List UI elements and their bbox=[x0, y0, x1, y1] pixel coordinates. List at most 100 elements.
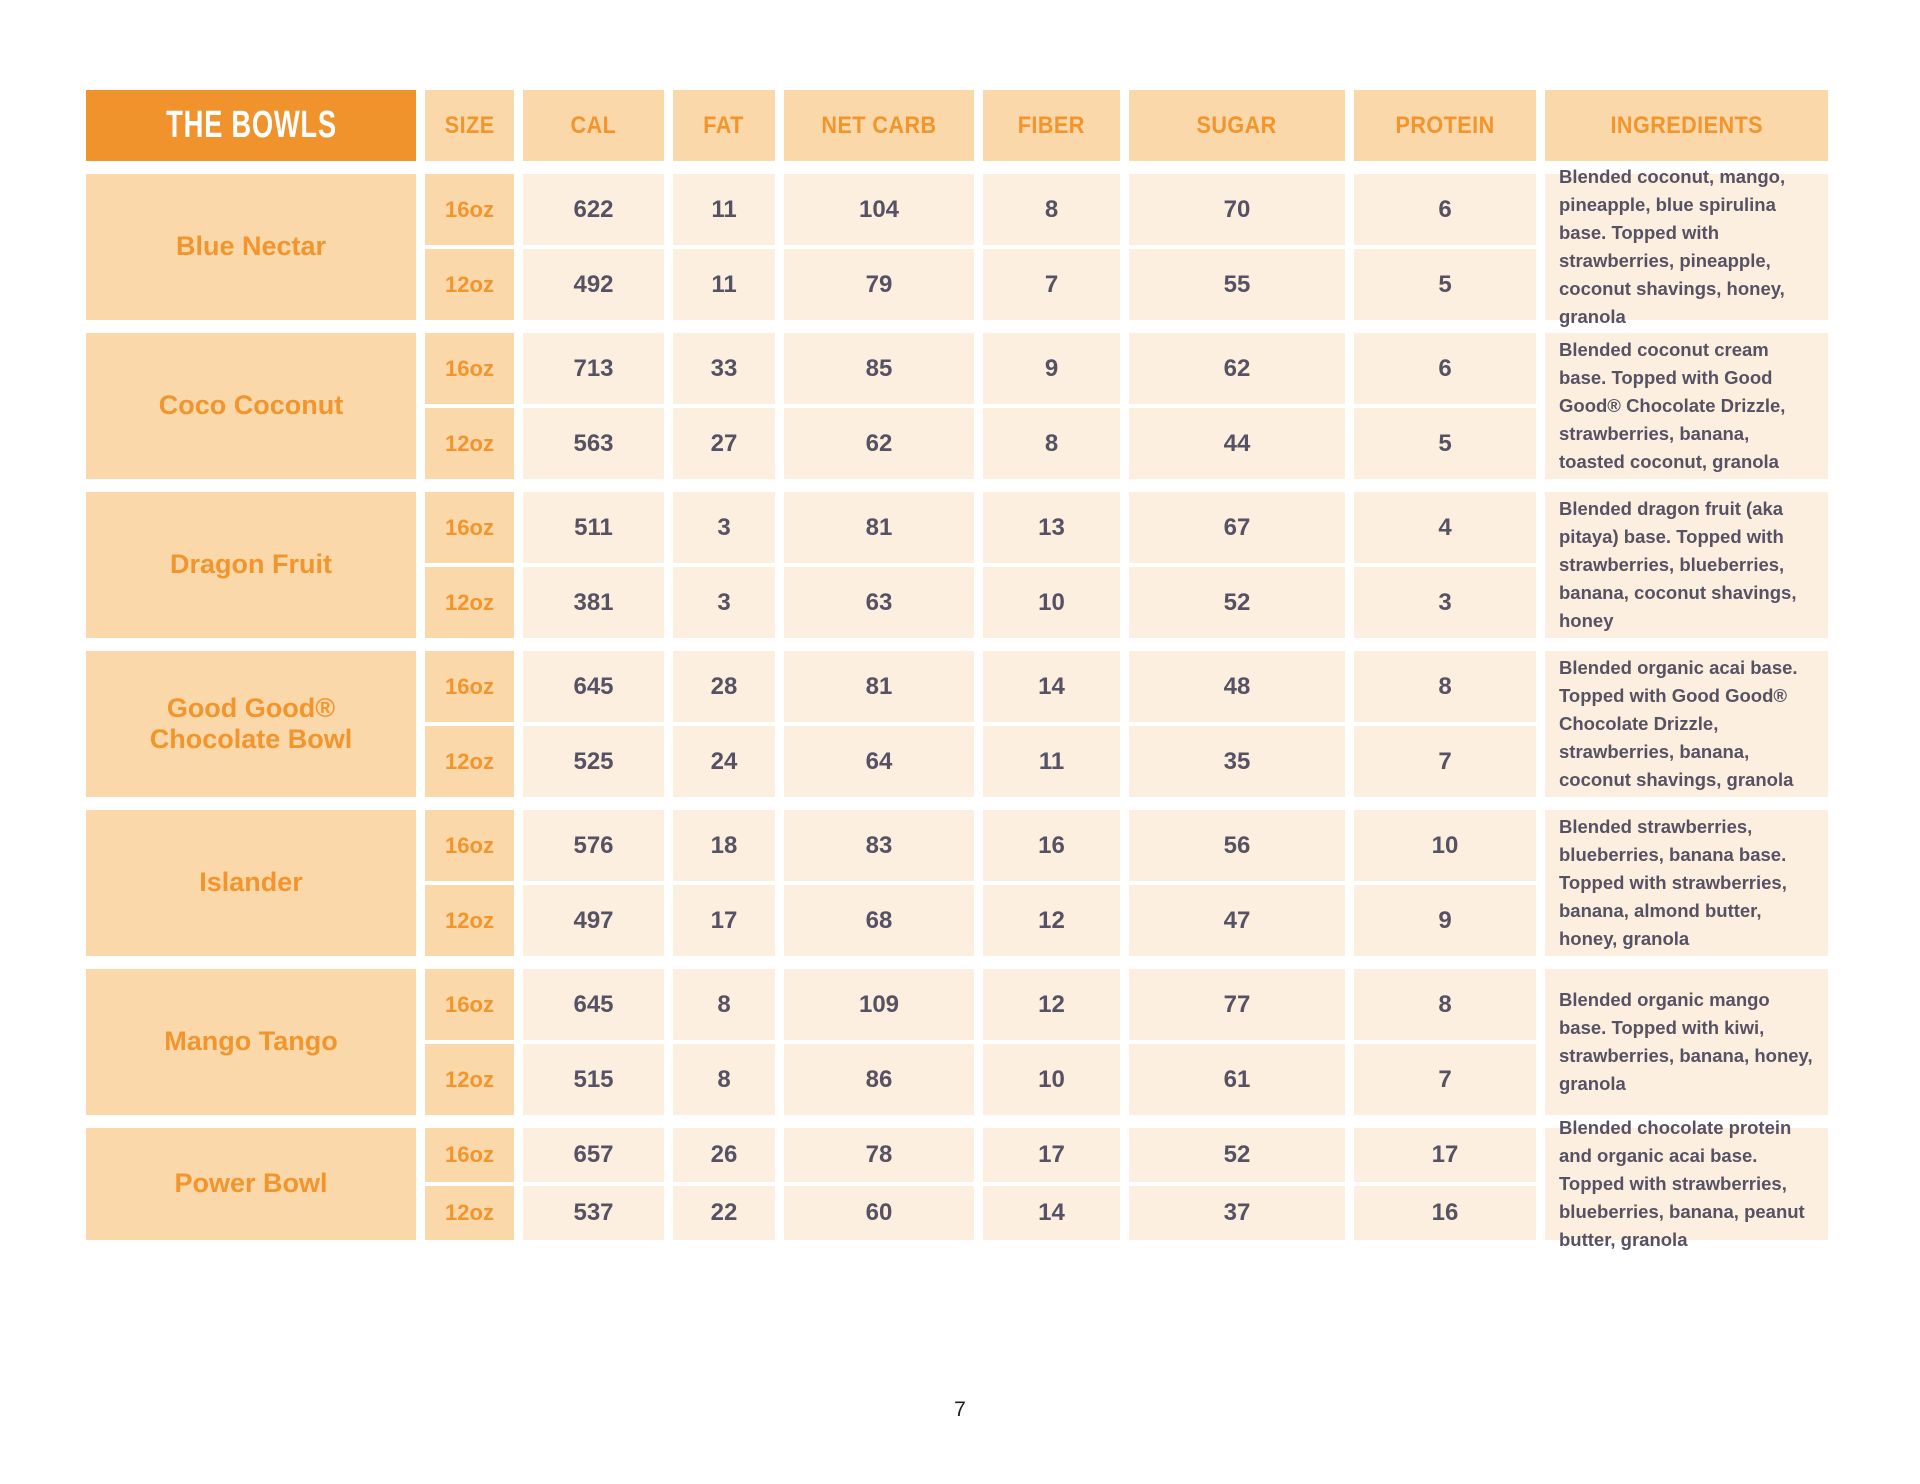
size-value: 12oz bbox=[425, 408, 514, 479]
sugar-value: 67 bbox=[1129, 492, 1345, 563]
fiber-value: 12 bbox=[983, 969, 1120, 1040]
table-title-cell: THE BOWLS bbox=[86, 90, 416, 161]
protein-value: 17 bbox=[1354, 1128, 1536, 1182]
bowl-name: Dragon Fruit bbox=[86, 492, 416, 638]
bowl-name: Coco Coconut bbox=[86, 333, 416, 479]
net-carb-value: 85 bbox=[784, 333, 974, 404]
fiber-value: 8 bbox=[983, 174, 1120, 245]
protein-value: 6 bbox=[1354, 174, 1536, 245]
bowl-name: Mango Tango bbox=[86, 969, 416, 1115]
size-value: 12oz bbox=[425, 1186, 514, 1240]
protein-value: 7 bbox=[1354, 1044, 1536, 1115]
sugar-value: 70 bbox=[1129, 174, 1345, 245]
net-carb-value: 62 bbox=[784, 408, 974, 479]
sugar-value: 44 bbox=[1129, 408, 1345, 479]
sugar-value: 47 bbox=[1129, 885, 1345, 956]
size-value: 12oz bbox=[425, 1044, 514, 1115]
fiber-value: 13 bbox=[983, 492, 1120, 563]
net-carb-value: 81 bbox=[784, 651, 974, 722]
protein-value: 5 bbox=[1354, 249, 1536, 320]
size-value: 16oz bbox=[425, 651, 514, 722]
fiber-value: 11 bbox=[983, 726, 1120, 797]
fat-value: 11 bbox=[673, 174, 775, 245]
fat-value: 28 bbox=[673, 651, 775, 722]
sugar-value: 37 bbox=[1129, 1186, 1345, 1240]
nutrition-table: THE BOWLS SIZE CAL FAT NET CARB FIBER SU… bbox=[86, 90, 1831, 1253]
protein-value: 7 bbox=[1354, 726, 1536, 797]
bowl-name: Power Bowl bbox=[86, 1128, 416, 1240]
net-carb-value: 81 bbox=[784, 492, 974, 563]
size-value: 12oz bbox=[425, 885, 514, 956]
bowl-name: Blue Nectar bbox=[86, 174, 416, 320]
cal-value: 511 bbox=[523, 492, 664, 563]
fiber-value: 17 bbox=[983, 1128, 1120, 1182]
column-header-protein: PROTEIN bbox=[1354, 90, 1536, 161]
ingredients-text: Blended dragon fruit (aka pitaya) base. … bbox=[1545, 492, 1828, 638]
net-carb-value: 64 bbox=[784, 726, 974, 797]
size-value: 16oz bbox=[425, 333, 514, 404]
sugar-value: 52 bbox=[1129, 567, 1345, 638]
cal-value: 537 bbox=[523, 1186, 664, 1240]
fiber-value: 16 bbox=[983, 810, 1120, 881]
cal-value: 515 bbox=[523, 1044, 664, 1115]
net-carb-value: 63 bbox=[784, 567, 974, 638]
fiber-value: 14 bbox=[983, 1186, 1120, 1240]
fat-value: 3 bbox=[673, 492, 775, 563]
size-value: 16oz bbox=[425, 969, 514, 1040]
page-number: 7 bbox=[954, 1398, 966, 1421]
table-body: Blue Nectar 16oz 622 11 104 8 70 6 12oz 492 11 79 7 5… bbox=[86, 166, 1831, 1250]
bowl-name: Good Good® Chocolate Bowl bbox=[86, 651, 416, 797]
fat-value: 3 bbox=[673, 567, 775, 638]
protein-value: 8 bbox=[1354, 651, 1536, 722]
cal-value: 497 bbox=[523, 885, 664, 956]
table-header-row: THE BOWLS SIZE CAL FAT NET CARB FIBER SU… bbox=[86, 90, 1831, 161]
net-carb-value: 79 bbox=[784, 249, 974, 320]
column-header-fat: FAT bbox=[673, 90, 775, 161]
fiber-value: 12 bbox=[983, 885, 1120, 956]
protein-value: 8 bbox=[1354, 969, 1536, 1040]
ingredients-text: Blended chocolate protein and organic ac… bbox=[1545, 1117, 1828, 1250]
column-header-size: SIZE bbox=[425, 90, 514, 161]
sugar-value: 55 bbox=[1129, 249, 1345, 320]
cal-value: 381 bbox=[523, 567, 664, 638]
fiber-value: 8 bbox=[983, 408, 1120, 479]
cal-value: 576 bbox=[523, 810, 664, 881]
bowl-group: Blue Nectar 16oz 622 11 104 8 70 6 12oz 492 11 79 7 5… bbox=[86, 166, 1831, 327]
bowl-group: Islander 16oz 576 18 83 16 56 10 12oz 497 17 68 12 47… bbox=[86, 810, 1831, 956]
bowl-group: Mango Tango 16oz 645 8 109 12 77 8 12oz 515 8 86 10 6… bbox=[86, 969, 1831, 1115]
cal-value: 645 bbox=[523, 651, 664, 722]
ingredients-text: Blended strawberries, blueberries, banan… bbox=[1545, 810, 1828, 956]
cal-value: 525 bbox=[523, 726, 664, 797]
ingredients-text: Blended organic acai base. Topped with G… bbox=[1545, 651, 1828, 797]
protein-value: 16 bbox=[1354, 1186, 1536, 1240]
protein-value: 4 bbox=[1354, 492, 1536, 563]
net-carb-value: 78 bbox=[784, 1128, 974, 1182]
net-carb-value: 68 bbox=[784, 885, 974, 956]
net-carb-value: 86 bbox=[784, 1044, 974, 1115]
fat-value: 26 bbox=[673, 1128, 775, 1182]
fiber-value: 14 bbox=[983, 651, 1120, 722]
net-carb-value: 60 bbox=[784, 1186, 974, 1240]
column-header-ingredients: INGREDIENTS bbox=[1545, 90, 1828, 161]
fat-value: 8 bbox=[673, 969, 775, 1040]
cal-value: 492 bbox=[523, 249, 664, 320]
protein-value: 3 bbox=[1354, 567, 1536, 638]
sugar-value: 48 bbox=[1129, 651, 1345, 722]
net-carb-value: 109 bbox=[784, 969, 974, 1040]
net-carb-value: 104 bbox=[784, 174, 974, 245]
sugar-value: 62 bbox=[1129, 333, 1345, 404]
fiber-value: 10 bbox=[983, 1044, 1120, 1115]
fat-value: 11 bbox=[673, 249, 775, 320]
sugar-value: 77 bbox=[1129, 969, 1345, 1040]
fat-value: 18 bbox=[673, 810, 775, 881]
column-header-sugar: SUGAR bbox=[1129, 90, 1345, 161]
bowl-group: Good Good® Chocolate Bowl 16oz 645 28 81 14 48… bbox=[86, 651, 1831, 797]
size-value: 12oz bbox=[425, 249, 514, 320]
cal-value: 657 bbox=[523, 1128, 664, 1182]
protein-value: 10 bbox=[1354, 810, 1536, 881]
fat-value: 24 bbox=[673, 726, 775, 797]
column-header-cal: CAL bbox=[523, 90, 664, 161]
protein-value: 5 bbox=[1354, 408, 1536, 479]
sugar-value: 52 bbox=[1129, 1128, 1345, 1182]
fat-value: 22 bbox=[673, 1186, 775, 1240]
